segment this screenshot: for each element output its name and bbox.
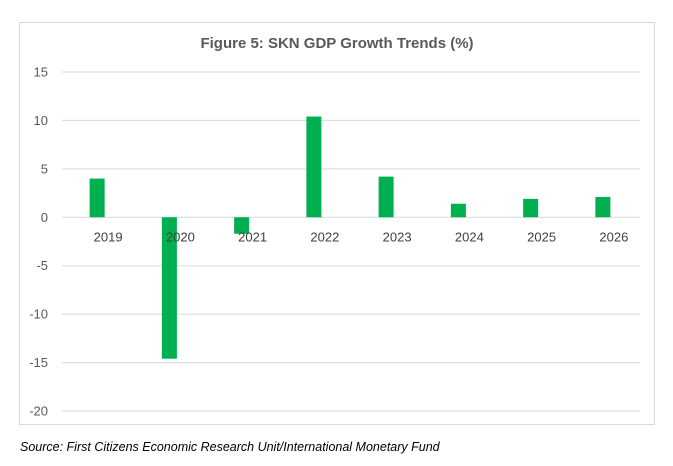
chart-title: Figure 5: SKN GDP Growth Trends (%) xyxy=(200,35,474,52)
y-tick-label: -10 xyxy=(29,307,48,322)
x-tick-label-2026: 2026 xyxy=(599,229,628,244)
y-tick-label: 10 xyxy=(34,113,48,128)
x-tick-label-2024: 2024 xyxy=(455,229,484,244)
chart-frame: Figure 5: SKN GDP Growth Trends (%) 15 10… xyxy=(19,22,655,425)
bar-2022 xyxy=(306,116,322,218)
x-tick-label-2023: 2023 xyxy=(383,229,412,244)
chart-plot-area: 15 10 5 0 -5 -10 -15 -20 2019 2020 2021 2022 2023 202… xyxy=(29,65,640,419)
x-tick-label-2021: 2021 xyxy=(238,229,267,244)
bar-2026 xyxy=(595,196,611,218)
bar-2021 xyxy=(234,217,250,234)
x-tick-label-2019: 2019 xyxy=(94,229,123,244)
y-tick-label: -15 xyxy=(29,355,48,370)
y-tick-label: -5 xyxy=(36,258,48,273)
x-tick-label-2022: 2022 xyxy=(310,229,339,244)
bar-2023 xyxy=(378,176,394,218)
bar-2024 xyxy=(450,203,466,218)
y-tick-label: 15 xyxy=(34,65,48,80)
x-tick-label-2020: 2020 xyxy=(166,229,195,244)
y-tick-label: 0 xyxy=(41,210,48,225)
source-note: Source: First Citizens Economic Research… xyxy=(20,440,440,454)
y-tick-label: 5 xyxy=(41,161,48,176)
bar-2020 xyxy=(161,217,177,359)
bar-2025 xyxy=(523,198,539,218)
y-tick-label: -20 xyxy=(29,404,48,419)
bar-2019 xyxy=(89,178,105,218)
x-tick-label-2025: 2025 xyxy=(527,229,556,244)
